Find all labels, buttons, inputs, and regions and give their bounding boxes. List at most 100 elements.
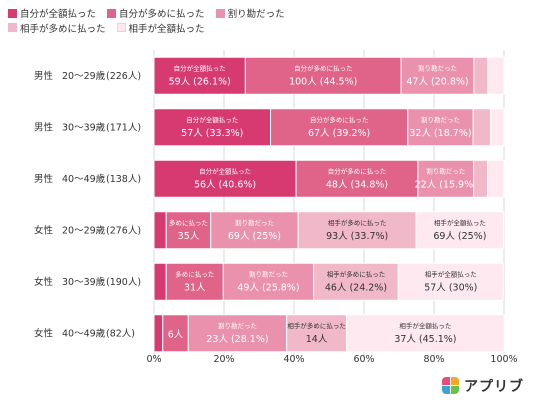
segment-value-label: 6人 xyxy=(168,329,184,340)
bar-segment xyxy=(490,108,505,147)
category-gender-label: 男性 xyxy=(34,173,54,185)
bar-segment xyxy=(153,262,167,301)
segment-category-label: 自分が全額払った xyxy=(186,115,238,124)
category-gender-label: 男性 xyxy=(34,70,54,82)
legend-item: 割り勘だった xyxy=(215,6,285,20)
bar-segment xyxy=(153,211,167,250)
category-gender-label: 女性 xyxy=(34,224,54,236)
x-tick-label: 0% xyxy=(146,354,161,365)
legend: 自分が全額払った 自分が多めに払った 割り勘だった 相手が多めに払った 相手が全… xyxy=(8,6,338,35)
category-age-label: 40〜49歳 xyxy=(62,173,106,185)
bar-segment xyxy=(153,108,272,147)
category-age-label: 40〜49歳 xyxy=(62,327,106,339)
segment-value-label: 32人 (18.7%) xyxy=(409,128,471,139)
bar-segment xyxy=(472,108,492,147)
logo-text: アプリブ xyxy=(464,379,524,395)
bar-segment xyxy=(286,314,347,353)
bar-segment xyxy=(487,56,505,95)
segment-value-label: 14人 xyxy=(306,334,328,345)
legend-item: 相手が全額払った xyxy=(116,21,205,35)
legend-swatch xyxy=(8,23,17,32)
segment-category-label: 多めに払った xyxy=(175,269,214,278)
legend-label: 相手が全額払った xyxy=(128,23,205,35)
segment-category-label: 割り勘だった xyxy=(421,115,460,124)
x-tick-label: 80% xyxy=(423,354,444,365)
segment-category-label: 自分が多めに払った xyxy=(294,63,353,72)
segment-value-label: 49人 (25.8%) xyxy=(237,282,299,293)
legend-label: 割り勘だった xyxy=(227,9,285,20)
legend-swatch xyxy=(8,8,17,18)
segment-value-label: 100人 (44.5%) xyxy=(289,76,357,87)
segment-category-label: 相手が全額払った xyxy=(425,269,477,278)
bar-segment xyxy=(473,159,489,198)
segment-value-label: 31人 xyxy=(184,282,206,293)
category-count-label: (138人) xyxy=(106,174,141,185)
bar-segment xyxy=(153,314,164,353)
category-count-label: (190人) xyxy=(106,277,141,288)
segment-category-label: 割り勘だった xyxy=(218,321,257,330)
bar-segment xyxy=(295,159,419,198)
bar-segment xyxy=(162,314,189,353)
category-age-label: 30〜39歳 xyxy=(62,276,106,288)
bar-segment xyxy=(297,211,417,250)
segment-value-label: 48人 (34.8%) xyxy=(326,179,388,190)
bar-segment xyxy=(417,159,475,198)
bar-segment xyxy=(346,314,505,353)
segment-value-label: 67人 (39.2%) xyxy=(308,128,370,139)
category-count-label: (226人) xyxy=(106,71,141,82)
segment-category-label: 自分が多めに払った xyxy=(310,115,369,124)
segment-value-label: 47人 (20.8%) xyxy=(406,76,468,87)
bar-segment xyxy=(244,56,402,95)
segment-value-label: 23人 (28.1%) xyxy=(206,334,268,345)
segment-value-label: 37人 (45.1%) xyxy=(394,334,456,345)
segment-value-label: 59人 (26.1%) xyxy=(169,76,231,87)
x-tick-label: 40% xyxy=(283,354,304,365)
category-count-label: (276人) xyxy=(106,225,141,236)
segment-category-label: 割り勘だった xyxy=(426,166,465,175)
segment-category-label: 相手が多めに払った xyxy=(327,269,386,278)
bar-segment xyxy=(473,56,489,95)
bar-segment xyxy=(270,108,409,147)
bar-segment xyxy=(407,108,474,147)
bar-segment xyxy=(313,262,399,301)
segment-value-label: 57人 (30%) xyxy=(424,282,477,293)
bar-segment xyxy=(187,314,288,353)
segment-category-label: 割り勘だった xyxy=(418,63,457,72)
segment-category-label: 相手が全額払った xyxy=(399,321,451,330)
bar-segment xyxy=(165,262,224,301)
legend-label: 自分が全額払った xyxy=(20,9,97,20)
category-gender-label: 女性 xyxy=(34,327,54,339)
bar-segment xyxy=(487,159,505,198)
segment-category-label: 割り勘だった xyxy=(249,269,288,278)
segment-value-label: 35人 xyxy=(178,231,200,242)
segment-category-label: 相手が多めに払った xyxy=(287,321,346,330)
segment-value-label: 69人 (25%) xyxy=(433,231,486,242)
legend-swatch xyxy=(116,23,126,32)
category-gender-label: 女性 xyxy=(34,276,54,288)
category-age-label: 20〜29歳 xyxy=(62,224,106,236)
x-tick-label: 20% xyxy=(213,354,234,365)
bar-segment xyxy=(153,56,246,95)
legend-label: 自分が多めに払った xyxy=(119,9,205,20)
legend-swatch xyxy=(107,8,117,18)
legend-label: 相手が多めに払った xyxy=(20,23,106,35)
legend-swatch xyxy=(215,8,225,18)
legend-item: 相手が多めに払った xyxy=(8,21,106,35)
segment-category-label: 割り勘だった xyxy=(235,218,274,227)
category-gender-label: 男性 xyxy=(34,121,54,133)
bar-segment xyxy=(222,262,315,301)
bar-segment xyxy=(415,211,505,250)
segment-category-label: 相手が全額払った xyxy=(434,218,486,227)
segment-category-label: 自分が多めに払った xyxy=(328,166,387,175)
x-tick-label: 100% xyxy=(490,354,517,365)
bar-segment xyxy=(153,159,297,198)
segment-value-label: 57人 (33.3%) xyxy=(181,128,243,139)
x-tick-label: 60% xyxy=(353,354,374,365)
segment-value-label: 93人 (33.7%) xyxy=(326,231,388,242)
category-age-label: 20〜29歳 xyxy=(62,70,106,82)
bar-segment xyxy=(165,211,212,250)
logo: アプリブ xyxy=(442,376,524,396)
legend-item: 自分が全額払った xyxy=(8,6,96,20)
segment-value-label: 69人 (25%) xyxy=(228,231,281,242)
